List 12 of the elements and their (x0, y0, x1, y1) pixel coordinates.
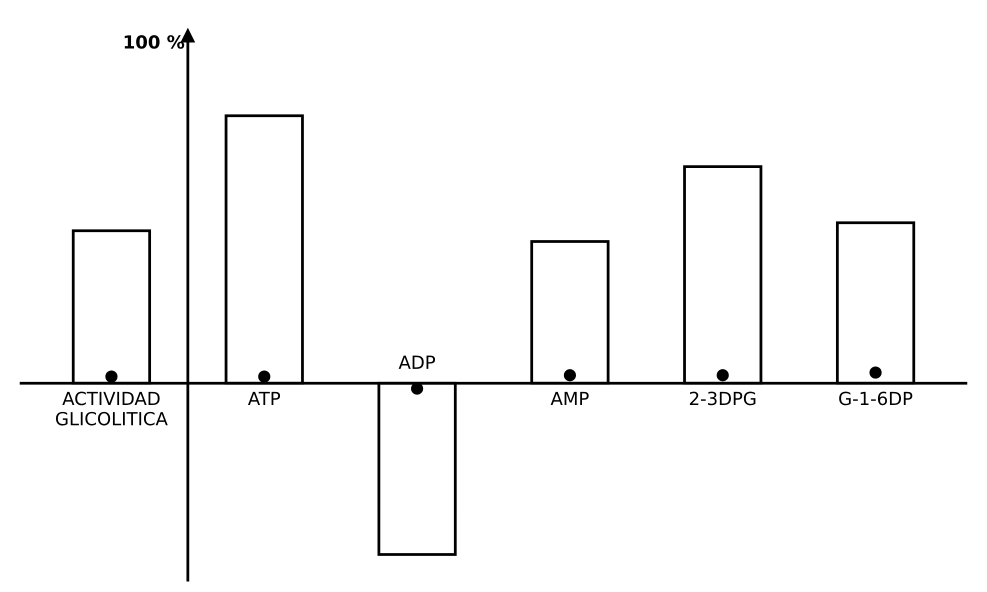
x-tick-label: G-1-6DP (839, 392, 912, 406)
point (258, 370, 270, 383)
x-tick-label: ACTIVIDAD GLICOLITICA (56, 392, 168, 426)
point (105, 370, 118, 383)
x-tick-label: ATP (248, 392, 280, 406)
text: 100 % (124, 35, 184, 49)
point (869, 366, 882, 379)
x-tick-label: ADP (398, 356, 436, 369)
x-tick-label: 2-3DPG (690, 392, 756, 406)
point (716, 369, 729, 382)
x-tick-label: AMP (550, 392, 589, 406)
point (564, 369, 576, 382)
